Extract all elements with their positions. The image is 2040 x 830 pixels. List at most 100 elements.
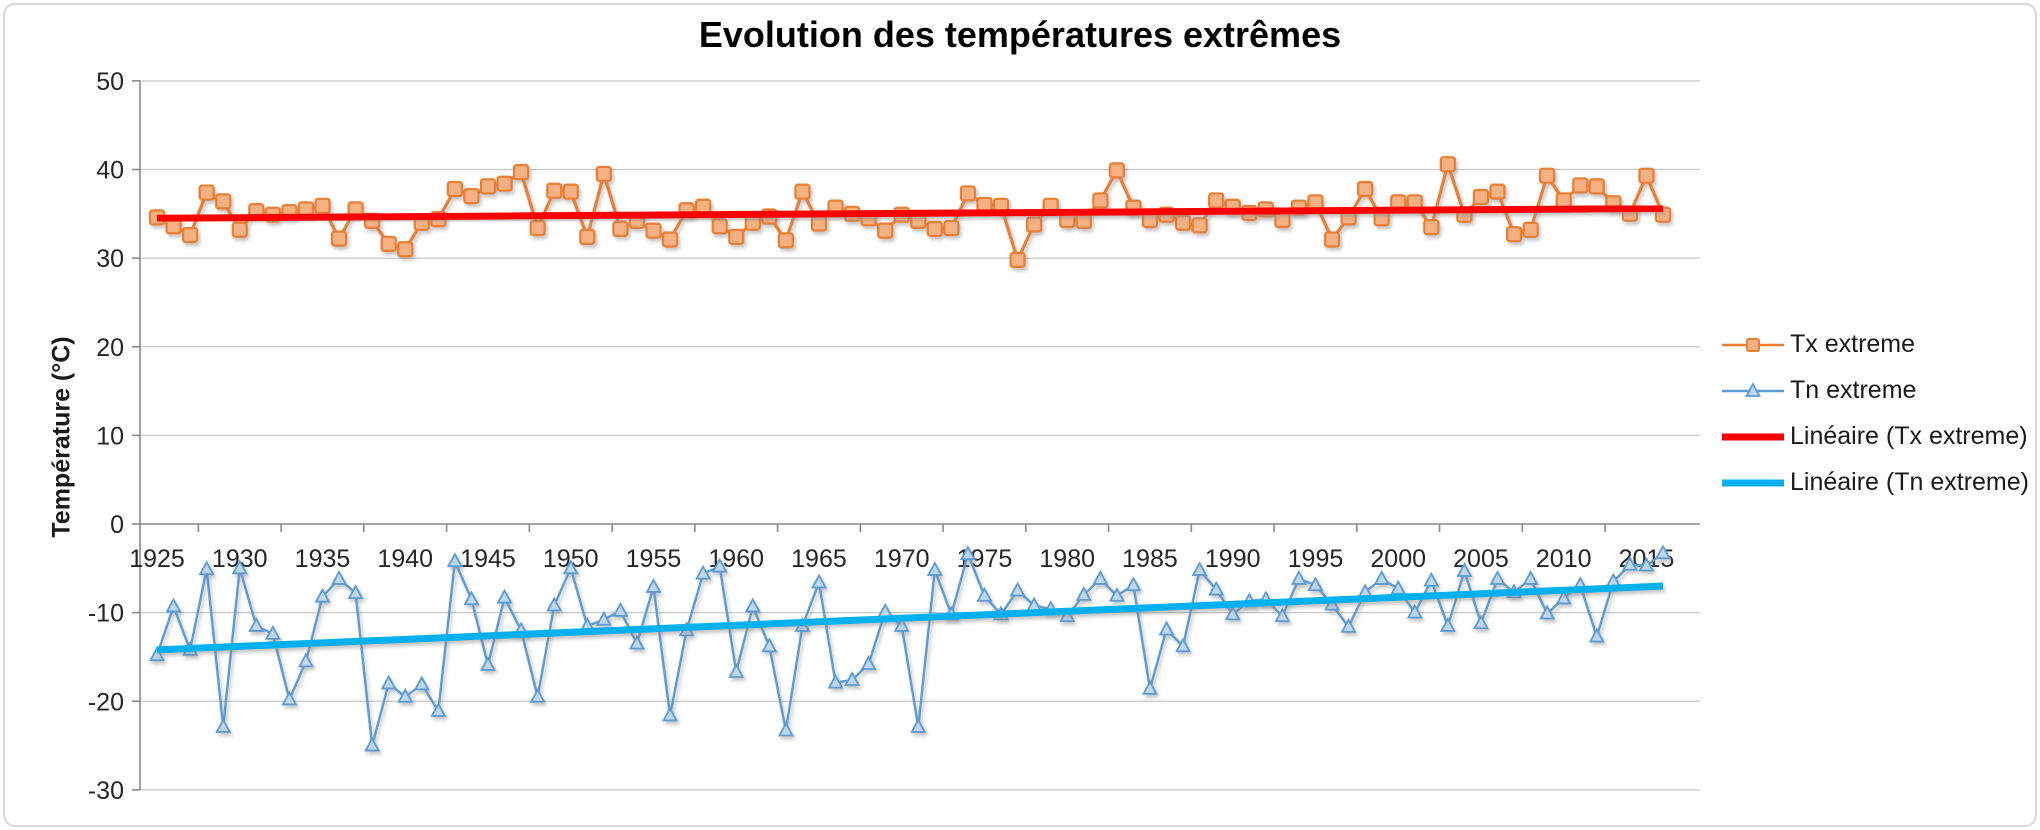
tx-data-point — [1638, 167, 1655, 184]
y-tick-label: 50 — [96, 68, 124, 96]
tx-data-point — [1439, 156, 1456, 173]
tn-data-point — [248, 617, 265, 632]
tx-data-point — [728, 228, 745, 245]
y-tick-label: 0 — [110, 511, 124, 539]
tx-data-point — [215, 193, 232, 210]
tn-extreme-series — [148, 544, 1672, 752]
tx-data-point — [529, 219, 546, 237]
tn-data-point — [1340, 617, 1357, 633]
tn-data-point — [1456, 562, 1473, 577]
tn-data-point — [959, 545, 976, 561]
tn-data-point — [562, 559, 579, 575]
tx-data-point — [877, 222, 894, 239]
tn-data-point — [1489, 570, 1506, 585]
y-tick-label: 10 — [96, 422, 124, 450]
tx-data-point — [1092, 192, 1109, 209]
tn-data-point — [1307, 576, 1324, 592]
tn-data-point — [1141, 679, 1158, 695]
y-tick-label: 20 — [96, 334, 124, 362]
tx-data-point — [645, 222, 662, 239]
tx-data-point — [1539, 167, 1556, 184]
tx-data-point — [943, 219, 960, 237]
tn-data-point — [479, 656, 497, 671]
tx-data-point — [496, 175, 513, 192]
tn-data-point — [645, 578, 662, 593]
legend-label: Linéaire (Tn extreme) — [1790, 468, 2029, 496]
tn-data-point — [728, 663, 745, 678]
tn-trendline — [156, 582, 1664, 654]
y-tick-label: -30 — [88, 777, 124, 805]
tn-data-point — [1406, 603, 1423, 619]
tx-data-point — [711, 218, 728, 235]
tn-data-point — [1125, 576, 1142, 592]
tx-data-point — [198, 184, 215, 201]
tx-data-point — [1472, 188, 1490, 206]
tx-data-point — [380, 235, 397, 253]
tn-data-point — [777, 721, 794, 737]
tn-data-point — [380, 674, 397, 690]
tn-data-point — [397, 687, 414, 703]
y-tick-label: 40 — [96, 157, 124, 185]
tx-data-point — [1026, 216, 1043, 233]
tx-data-point — [1522, 221, 1539, 238]
tn-data-point — [546, 596, 563, 612]
tn-data-point — [1423, 571, 1440, 587]
tn-data-point — [1075, 586, 1092, 601]
tn-data-point — [1390, 579, 1407, 595]
tn-data-point — [281, 690, 298, 706]
tx-data-point — [612, 220, 629, 237]
tn-data-point — [1439, 617, 1456, 632]
x-tick-label: 1985 — [1122, 545, 1178, 573]
x-tick-label: 1970 — [874, 545, 930, 573]
tx-data-point — [1174, 214, 1192, 231]
tn-data-point — [926, 561, 943, 576]
legend-label: Tx extreme — [1790, 330, 1916, 358]
tn-data-point — [463, 590, 480, 606]
legend-label: Linéaire (Tx extreme) — [1790, 422, 2028, 450]
tn-data-point — [446, 552, 463, 568]
tn-data-point — [761, 637, 778, 653]
tx-data-point — [1009, 251, 1026, 268]
tx-series-swatch-icon — [1722, 337, 1784, 352]
tn-data-point — [1224, 605, 1241, 621]
tn-data-point — [165, 597, 182, 613]
tn-data-point — [1555, 589, 1572, 605]
tx-data-point — [446, 180, 463, 198]
tn-data-point — [976, 586, 993, 602]
tn-data-point — [430, 702, 447, 717]
tx-trend-swatch-icon — [1722, 433, 1784, 440]
tn-data-point — [595, 610, 612, 626]
tx-data-point — [661, 231, 679, 248]
tn-data-point — [314, 587, 331, 603]
tn-data-point — [810, 573, 827, 589]
tn-data-point — [529, 687, 546, 703]
tn-data-point — [1654, 544, 1672, 560]
tx-data-point — [579, 228, 596, 245]
tn-data-point — [893, 617, 910, 632]
legend-item-lineaire-tx[interactable]: Linéaire (Tx extreme) — [1722, 422, 2029, 451]
tx-data-point — [330, 230, 348, 247]
legend-item-tn-extreme[interactable]: Tn extreme — [1722, 376, 2029, 405]
tx-data-point — [926, 220, 943, 237]
y-tick-label: 30 — [96, 245, 124, 273]
legend-item-tx-extreme[interactable]: Tx extreme — [1722, 330, 2029, 359]
x-tick-label: 1945 — [460, 545, 516, 573]
tn-data-point — [612, 601, 629, 617]
tn-data-point — [264, 625, 281, 640]
tx-data-point — [546, 182, 563, 199]
tx-data-point — [1555, 192, 1572, 209]
legend-item-lineaire-tn[interactable]: Linéaire (Tn extreme) — [1722, 468, 2029, 497]
tn-data-point — [1092, 570, 1109, 585]
tx-data-point — [1323, 231, 1341, 248]
tx-data-point — [1505, 226, 1523, 243]
tx-data-point — [231, 221, 248, 238]
tn-data-point — [413, 675, 430, 691]
tn-data-point — [364, 736, 381, 752]
tx-data-point — [595, 165, 612, 183]
tn-data-point — [910, 718, 927, 733]
tn-data-point — [215, 718, 232, 733]
tn-data-point — [1274, 607, 1291, 623]
tn-data-point — [1108, 586, 1125, 602]
tx-data-point — [1108, 162, 1125, 179]
